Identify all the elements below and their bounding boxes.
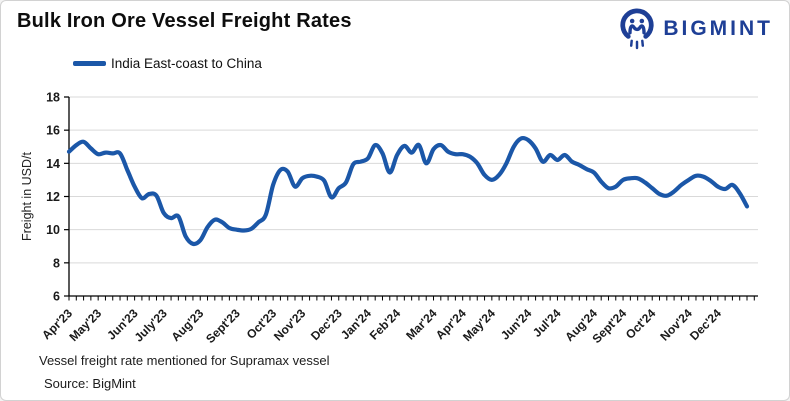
svg-text:Nov'24: Nov'24: [657, 306, 695, 344]
y-axis-labels: 6 8 10 12 14 16 18: [46, 91, 69, 304]
legend-line-swatch: [73, 61, 106, 66]
chart-footnote: Vessel freight rate mentioned for Supram…: [39, 353, 330, 368]
svg-text:10: 10: [46, 223, 60, 237]
y-gridlines: [69, 96, 758, 264]
bigmint-mark-icon: [620, 8, 654, 50]
svg-text:Jul'24: Jul'24: [530, 306, 564, 340]
svg-text:Dec'24: Dec'24: [687, 306, 724, 343]
svg-text:Dec'23: Dec'23: [308, 306, 345, 343]
y-axis-title: Freight in USD/t: [20, 152, 34, 241]
svg-text:Nov'23: Nov'23: [271, 306, 309, 344]
svg-text:14: 14: [46, 157, 60, 171]
legend-series-label: India East-coast to China: [111, 56, 262, 71]
x-minor-ticks: [68, 296, 755, 301]
page-title: Bulk Iron Ore Vessel Freight Rates: [17, 10, 352, 32]
svg-text:Mar'24: Mar'24: [403, 306, 440, 343]
bigmint-logo: BIGMINT: [618, 8, 773, 50]
svg-text:Oct'24: Oct'24: [623, 306, 659, 342]
svg-text:Sept'23: Sept'23: [203, 306, 243, 346]
svg-text:12: 12: [46, 190, 60, 204]
svg-text:6: 6: [53, 290, 60, 304]
svg-text:May'24: May'24: [460, 306, 498, 344]
chart-legend: India East-coast to China: [73, 56, 262, 71]
svg-text:Jun'24: Jun'24: [498, 306, 535, 343]
svg-text:July'23: July'23: [132, 306, 171, 345]
svg-text:Aug'23: Aug'23: [168, 306, 206, 344]
svg-text:Feb'24: Feb'24: [367, 306, 404, 343]
svg-text:18: 18: [46, 91, 60, 105]
svg-text:8: 8: [53, 256, 60, 270]
svg-text:May'23: May'23: [66, 306, 104, 344]
svg-text:16: 16: [46, 124, 60, 138]
bigmint-logo-text: BIGMINT: [663, 17, 773, 40]
freight-rate-series-line: [66, 135, 750, 247]
svg-text:Jan'24: Jan'24: [338, 306, 374, 342]
source-note: Source: BigMint: [44, 376, 136, 391]
